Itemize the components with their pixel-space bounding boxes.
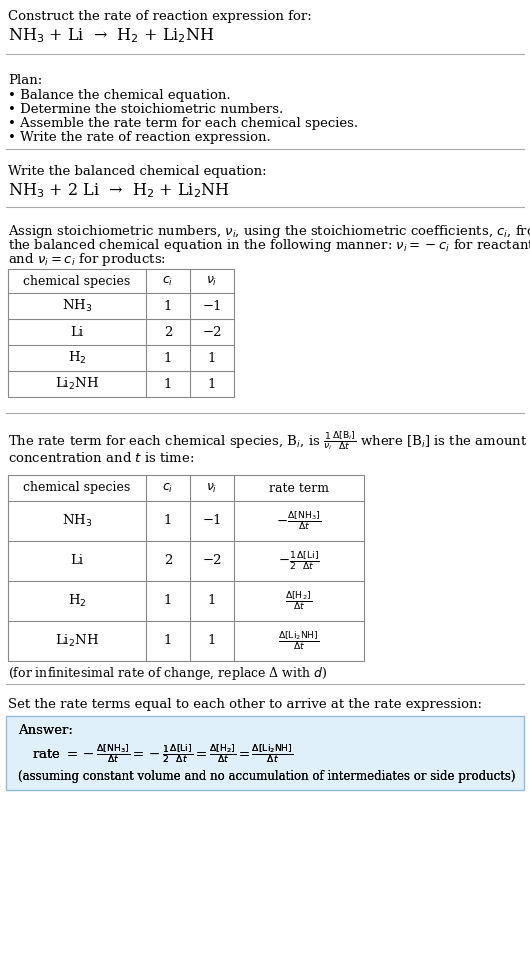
Text: −1: −1 (202, 514, 222, 527)
Text: NH$_3$: NH$_3$ (62, 298, 92, 314)
Text: Construct the rate of reaction expression for:: Construct the rate of reaction expressio… (8, 10, 312, 23)
Text: 1: 1 (164, 634, 172, 647)
Text: Answer:: Answer: (18, 724, 73, 737)
Text: Set the rate terms equal to each other to arrive at the rate expression:: Set the rate terms equal to each other t… (8, 698, 482, 711)
Text: Plan:: Plan: (8, 74, 42, 87)
Text: 1: 1 (164, 594, 172, 607)
FancyBboxPatch shape (6, 716, 524, 790)
Text: 1: 1 (164, 300, 172, 312)
Text: Li$_2$NH: Li$_2$NH (55, 376, 99, 392)
Text: rate term: rate term (269, 481, 329, 495)
Text: • Write the rate of reaction expression.: • Write the rate of reaction expression. (8, 131, 271, 144)
Text: Li: Li (70, 326, 84, 339)
Text: $-\frac{1}{2}\frac{\Delta[\mathrm{Li}]}{\Delta t}$: $-\frac{1}{2}\frac{\Delta[\mathrm{Li}]}{… (278, 549, 320, 572)
Text: −1: −1 (202, 300, 222, 312)
Text: chemical species: chemical species (23, 274, 130, 288)
Text: The rate term for each chemical species, B$_i$, is $\frac{1}{\nu_i}\frac{\Delta[: The rate term for each chemical species,… (8, 429, 527, 452)
Text: H$_2$: H$_2$ (68, 593, 86, 609)
Bar (8, 475, 364, 661)
Text: (assuming constant volume and no accumulation of intermediates or side products): (assuming constant volume and no accumul… (18, 770, 516, 783)
Text: • Determine the stoichiometric numbers.: • Determine the stoichiometric numbers. (8, 103, 283, 116)
Text: 1: 1 (208, 594, 216, 607)
Text: 1: 1 (208, 378, 216, 390)
Bar (8, 269, 234, 397)
Text: concentration and $t$ is time:: concentration and $t$ is time: (8, 451, 195, 465)
Text: (assuming constant volume and no accumulation of intermediates or side products): (assuming constant volume and no accumul… (18, 770, 516, 783)
Text: rate $= -\frac{\Delta[\mathrm{NH_3}]}{\Delta t} = -\frac{1}{2}\frac{\Delta[\math: rate $= -\frac{\Delta[\mathrm{NH_3}]}{\D… (32, 742, 293, 765)
Text: $\frac{\Delta[\mathrm{Li_2NH}]}{\Delta t}$: $\frac{\Delta[\mathrm{Li_2NH}]}{\Delta t… (278, 630, 320, 652)
Text: Assign stoichiometric numbers, $\nu_i$, using the stoichiometric coefficients, $: Assign stoichiometric numbers, $\nu_i$, … (8, 223, 530, 240)
Text: • Assemble the rate term for each chemical species.: • Assemble the rate term for each chemic… (8, 117, 358, 130)
Text: chemical species: chemical species (23, 481, 130, 495)
Text: the balanced chemical equation in the following manner: $\nu_i = -c_i$ for react: the balanced chemical equation in the fo… (8, 237, 530, 254)
Text: • Balance the chemical equation.: • Balance the chemical equation. (8, 89, 231, 102)
Text: (for infinitesimal rate of change, replace Δ with $d$): (for infinitesimal rate of change, repla… (8, 665, 328, 682)
Text: NH$_3$ + Li  →  H$_2$ + Li$_2$NH: NH$_3$ + Li → H$_2$ + Li$_2$NH (8, 26, 215, 45)
Text: NH$_3$ + 2 Li  →  H$_2$ + Li$_2$NH: NH$_3$ + 2 Li → H$_2$ + Li$_2$NH (8, 181, 230, 200)
Text: NH$_3$: NH$_3$ (62, 513, 92, 529)
Text: Answer:: Answer: (18, 724, 73, 737)
Text: $c_i$: $c_i$ (162, 274, 174, 288)
Text: −2: −2 (202, 326, 222, 339)
Text: 1: 1 (208, 351, 216, 364)
Text: and $\nu_i = c_i$ for products:: and $\nu_i = c_i$ for products: (8, 251, 166, 268)
Text: $c_i$: $c_i$ (162, 481, 174, 495)
Text: −2: −2 (202, 554, 222, 567)
Text: 1: 1 (208, 634, 216, 647)
Text: H$_2$: H$_2$ (68, 350, 86, 366)
Text: 1: 1 (164, 514, 172, 527)
Text: 1: 1 (164, 351, 172, 364)
Text: Write the balanced chemical equation:: Write the balanced chemical equation: (8, 165, 267, 178)
Text: $\nu_i$: $\nu_i$ (206, 481, 218, 495)
Text: 2: 2 (164, 326, 172, 339)
Text: $\nu_i$: $\nu_i$ (206, 274, 218, 288)
Text: Li$_2$NH: Li$_2$NH (55, 633, 99, 649)
Text: 1: 1 (164, 378, 172, 390)
Text: $\frac{\Delta[\mathrm{H_2}]}{\Delta t}$: $\frac{\Delta[\mathrm{H_2}]}{\Delta t}$ (286, 590, 313, 613)
Text: $-\frac{\Delta[\mathrm{NH_3}]}{\Delta t}$: $-\frac{\Delta[\mathrm{NH_3}]}{\Delta t}… (277, 509, 322, 533)
Text: rate $= -\frac{\Delta[\mathrm{NH_3}]}{\Delta t} = -\frac{1}{2}\frac{\Delta[\math: rate $= -\frac{\Delta[\mathrm{NH_3}]}{\D… (32, 742, 293, 765)
Text: Li: Li (70, 554, 84, 567)
Text: 2: 2 (164, 554, 172, 567)
